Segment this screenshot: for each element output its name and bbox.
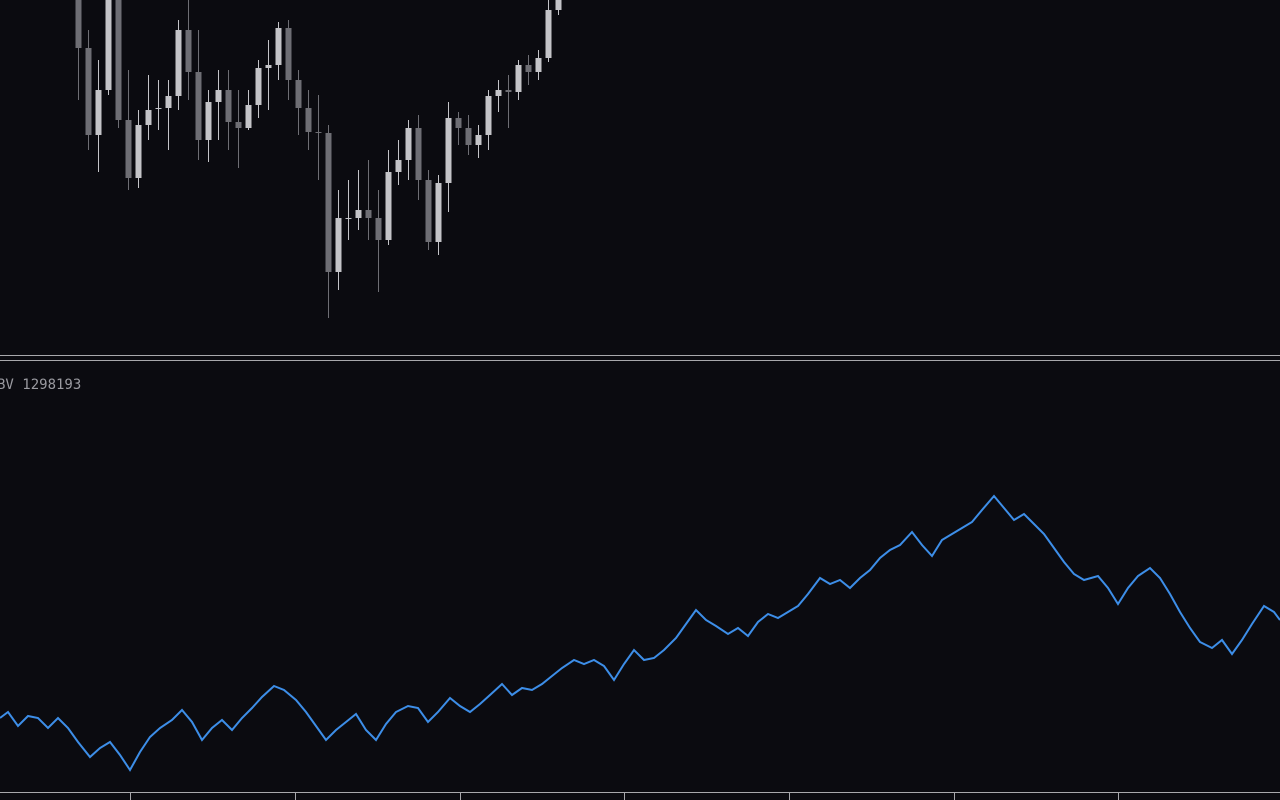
candle-body xyxy=(555,0,562,10)
candle-body xyxy=(545,10,552,58)
candle-body xyxy=(405,128,412,160)
candle-body xyxy=(325,133,332,272)
candle-body xyxy=(375,218,382,240)
price-panel xyxy=(75,0,562,318)
candle-body xyxy=(345,218,352,219)
candle-body xyxy=(135,125,142,178)
candle-body xyxy=(245,105,252,128)
candle-body xyxy=(195,72,202,140)
candle-body xyxy=(495,90,502,96)
candle-body xyxy=(225,90,232,122)
candle-body xyxy=(315,132,322,133)
candle-body xyxy=(425,180,432,242)
candle-body xyxy=(395,160,402,172)
candle-body xyxy=(155,108,162,109)
candle-body xyxy=(105,0,112,90)
candle-body xyxy=(525,65,532,72)
candle-body xyxy=(365,210,372,218)
candle-body xyxy=(465,128,472,145)
candle-body xyxy=(85,48,92,135)
candle-body xyxy=(515,65,522,92)
candle-body xyxy=(455,118,462,128)
candle-body xyxy=(415,128,422,180)
candle-body xyxy=(115,0,122,120)
time-ticks xyxy=(130,792,1119,800)
candle-body xyxy=(285,28,292,80)
candle-body xyxy=(205,102,212,140)
candle-body xyxy=(175,30,182,96)
candle-body xyxy=(75,0,82,48)
candle-body xyxy=(125,120,132,178)
candle-body xyxy=(145,110,152,125)
candle-body xyxy=(445,118,452,183)
candle-body xyxy=(435,183,442,242)
candle-body xyxy=(235,122,242,128)
candle-body xyxy=(215,90,222,102)
candle-body xyxy=(95,90,102,135)
candle-body xyxy=(475,135,482,145)
indicator-panel xyxy=(0,494,1280,772)
candle-body xyxy=(485,96,492,135)
obv-line xyxy=(0,494,1280,772)
candle-body xyxy=(385,172,392,240)
candle-body xyxy=(505,90,512,92)
candle-body xyxy=(305,108,312,132)
candle-body xyxy=(265,65,272,68)
candle-body xyxy=(335,218,342,272)
indicator-label: BV 1298193 xyxy=(0,377,81,393)
candle-body xyxy=(165,96,172,108)
candle-body xyxy=(275,28,282,65)
candle-body xyxy=(185,30,192,72)
candle-body xyxy=(355,210,362,218)
candle-body xyxy=(295,80,302,108)
candle-body xyxy=(255,68,262,105)
candle-body xyxy=(535,58,542,72)
